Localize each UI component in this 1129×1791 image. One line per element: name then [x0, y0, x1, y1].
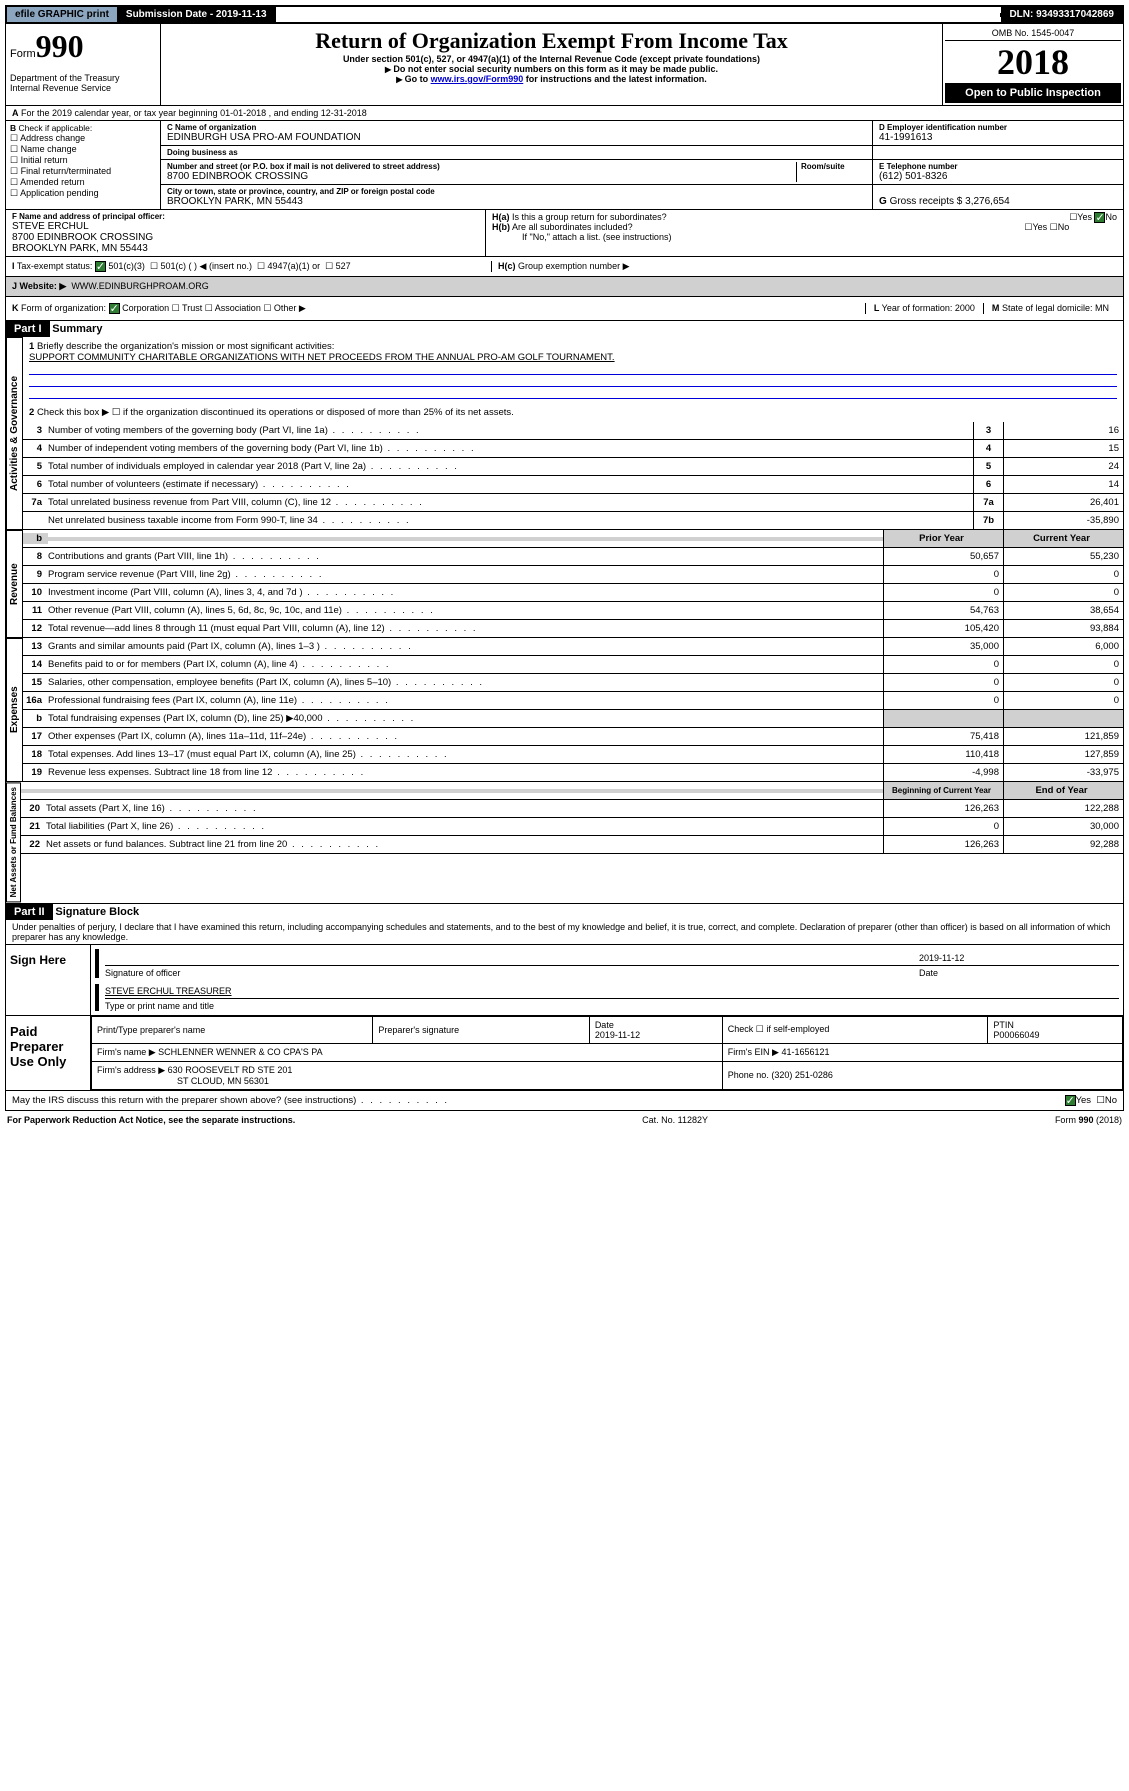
checkbox-no-icon: [1094, 212, 1105, 223]
part1-header: Part I: [6, 321, 50, 337]
section-bcdefg: B Check if applicable: ☐ Address change …: [5, 121, 1124, 210]
part2-header: Part II: [6, 904, 53, 920]
sign-here: Sign Here Signature of officer2019-11-12…: [5, 945, 1124, 1016]
firm-phone: (320) 251-0286: [771, 1070, 833, 1080]
officer-signature: STEVE ERCHUL TREASURER: [105, 986, 232, 996]
side-governance: Activities & Governance: [6, 337, 23, 530]
open-public: Open to Public Inspection: [945, 83, 1121, 103]
mission-text: SUPPORT COMMUNITY CHARITABLE ORGANIZATIO…: [29, 352, 615, 363]
paid-preparer: Paid Preparer Use Only Print/Type prepar…: [5, 1016, 1124, 1091]
subtitle-2: Do not enter social security numbers on …: [165, 64, 938, 74]
page-footer: For Paperwork Reduction Act Notice, see …: [5, 1111, 1124, 1129]
org-city: BROOKLYN PARK, MN 55443: [167, 196, 866, 207]
section-b: B Check if applicable: ☐ Address change …: [6, 121, 161, 209]
ein: 41-1991613: [879, 132, 1117, 143]
section-fh: F Name and address of principal officer:…: [5, 210, 1124, 257]
ptin: P00066049: [993, 1030, 1039, 1040]
tax-year: 2018: [945, 41, 1121, 83]
efile-button[interactable]: efile GRAPHIC print: [7, 7, 118, 22]
side-netassets: Net Assets or Fund Balances: [6, 782, 21, 902]
checkbox-501c3-icon: [95, 261, 106, 272]
gross-receipts: 3,276,654: [965, 196, 1010, 207]
form-label: Form: [10, 48, 36, 60]
discuss-row: May the IRS discuss this return with the…: [5, 1091, 1124, 1111]
section-a: A For the 2019 calendar year, or tax yea…: [5, 106, 1124, 121]
firm-name: SCHLENNER WENNER & CO CPA'S PA: [158, 1047, 322, 1057]
checkbox-corp-icon: [109, 303, 120, 314]
website: WWW.EDINBURGHPROAM.ORG: [71, 281, 209, 292]
subtitle-1: Under section 501(c), 527, or 4947(a)(1)…: [165, 54, 938, 64]
firm-ein: 41-1656121: [781, 1047, 829, 1057]
perjury-text: Under penalties of perjury, I declare th…: [6, 920, 1123, 944]
checkbox-yes-icon: [1065, 1095, 1076, 1106]
omb-number: OMB No. 1545-0047: [945, 26, 1121, 41]
telephone: (612) 501-8326: [879, 171, 1117, 182]
irs-link[interactable]: www.irs.gov/Form990: [431, 74, 524, 84]
dept-treasury: Department of the Treasury Internal Reve…: [10, 73, 156, 93]
org-name: EDINBURGH USA PRO-AM FOUNDATION: [167, 132, 866, 143]
side-expenses: Expenses: [6, 638, 23, 782]
officer-name: STEVE ERCHUL: [12, 221, 479, 232]
top-bar: efile GRAPHIC print Submission Date - 20…: [5, 5, 1124, 24]
side-revenue: Revenue: [6, 530, 23, 638]
dln: DLN: 93493317042869: [1001, 7, 1122, 22]
form-number: 990: [36, 28, 84, 64]
org-address: 8700 EDINBROOK CROSSING: [167, 171, 796, 182]
form-title: Return of Organization Exempt From Incom…: [165, 28, 938, 54]
submission-date: Submission Date - 2019-11-13: [118, 7, 276, 22]
subtitle-3: Go to www.irs.gov/Form990 for instructio…: [165, 74, 938, 84]
form-header: Form990 Department of the Treasury Inter…: [5, 24, 1124, 106]
